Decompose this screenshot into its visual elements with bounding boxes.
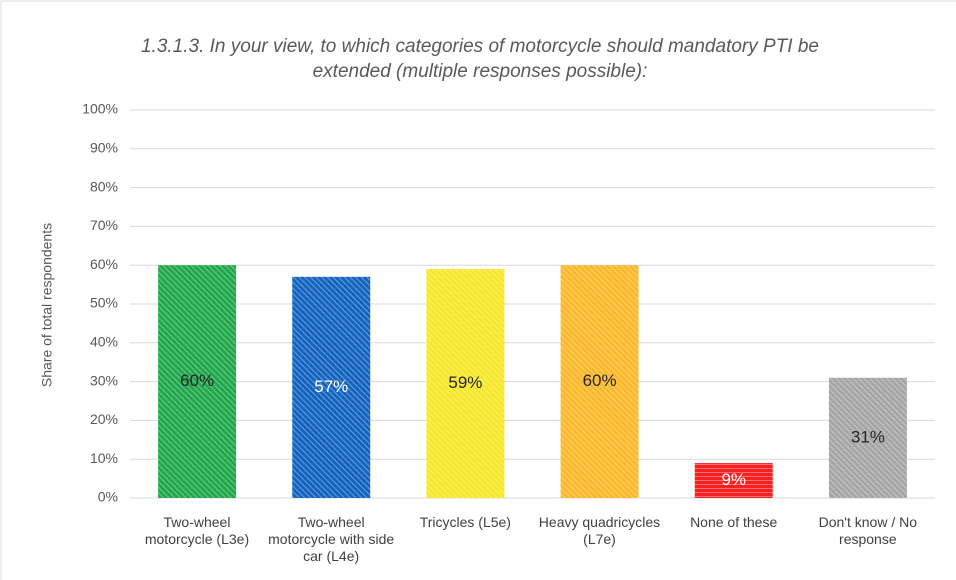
y-tick-label: 40% xyxy=(90,334,118,350)
y-tick-label: 100% xyxy=(82,101,118,117)
y-tick-label: 70% xyxy=(90,217,118,233)
y-tick-label: 20% xyxy=(90,411,118,427)
bar xyxy=(426,269,505,498)
x-tick-label: Two-wheel motorcycle (L3e) xyxy=(144,514,250,547)
y-tick-label: 50% xyxy=(90,295,118,311)
data-label: 31% xyxy=(851,427,885,446)
y-axis-label: Share of total respondents xyxy=(39,223,55,387)
y-tick-label: 80% xyxy=(90,178,118,194)
y-tick-label: 0% xyxy=(98,489,118,505)
data-label: 9% xyxy=(721,470,746,489)
chart-title: 1.3.1.3. In your view, to which categori… xyxy=(140,36,819,82)
y-tick-label: 90% xyxy=(90,140,118,156)
data-label: 57% xyxy=(314,377,348,396)
data-label: 60% xyxy=(583,371,617,390)
bar xyxy=(292,276,371,498)
x-tick-label: Don't know / No response xyxy=(818,514,918,547)
x-tick-label: None of these xyxy=(690,514,778,530)
data-label: 59% xyxy=(448,373,482,392)
x-tick-label: Heavy quadricycles (L7e) xyxy=(538,514,661,547)
x-tick-label: Tricycles (L5e) xyxy=(419,514,511,530)
x-tick-label: Two-wheel motorcycle with side car (L4e) xyxy=(268,514,395,564)
bar xyxy=(694,463,773,498)
bar xyxy=(828,377,907,498)
y-tick-label: 30% xyxy=(90,372,118,388)
bar xyxy=(560,265,639,498)
bar xyxy=(158,265,237,498)
y-tick-label: 10% xyxy=(90,450,118,466)
y-tick-label: 60% xyxy=(90,256,118,272)
data-label: 60% xyxy=(180,371,214,390)
